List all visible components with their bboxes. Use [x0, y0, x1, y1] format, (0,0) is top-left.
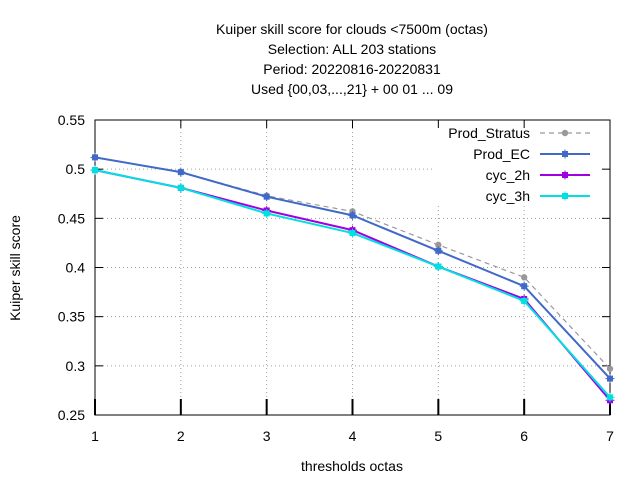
legend-marker [561, 129, 569, 137]
legend-entry: cyc_2h [486, 167, 590, 183]
data-point [520, 274, 528, 281]
x-tick-label: 4 [349, 428, 357, 444]
series [90, 152, 615, 405]
chart-title: Kuiper skill score for clouds <7500m (oc… [216, 21, 488, 97]
x-tick-label: 6 [520, 428, 528, 444]
y-tick-label: 0.25 [58, 407, 85, 423]
series-line [94, 156, 611, 370]
ticks: 0.25 0.3 0.35 0.4 0.45 0.5 0.55 1 2 3 4 5 6 7 [58, 112, 614, 444]
series-Prod_EC [90, 152, 615, 384]
legend-entry: cyc_3h [486, 188, 590, 204]
data-point [435, 241, 442, 249]
series-cyc_3h [90, 165, 615, 402]
data-point [606, 365, 614, 372]
y-tick-label: 0.35 [58, 309, 85, 325]
x-tick-label: 5 [434, 428, 442, 444]
y-tick-label: 0.5 [66, 161, 86, 177]
x-axis-label: thresholds octas [301, 458, 403, 474]
title-line-2: Selection: ALL 203 stations [268, 41, 436, 57]
series-Prod_Stratus [91, 154, 614, 372]
y-tick-label: 0.4 [66, 260, 86, 276]
x-tick-label: 2 [177, 428, 185, 444]
grid [95, 120, 610, 415]
x-tick-label: 1 [91, 428, 99, 444]
legend-entry: Prod_Stratus [448, 125, 590, 141]
legend-label: Prod_Stratus [448, 125, 530, 141]
title-line-4: Used {00,03,...,21} + 00 01 ... 09 [251, 81, 453, 97]
legend-label: cyc_3h [486, 188, 530, 204]
legend-label: Prod_EC [473, 146, 530, 162]
title-line-1: Kuiper skill score for clouds <7500m (oc… [216, 21, 488, 37]
legend: Prod_Stratus Prod_EC cyc_2h cyc_3h [448, 125, 590, 204]
y-tick-label: 0.45 [58, 210, 85, 226]
series-line [94, 156, 611, 380]
x-tick-label: 7 [606, 428, 614, 444]
y-tick-label: 0.55 [58, 112, 85, 128]
legend-label: cyc_2h [486, 167, 530, 183]
title-line-3: Period: 20220816-20220831 [263, 61, 441, 77]
y-tick-label: 0.3 [66, 358, 86, 374]
legend-entry: Prod_EC [473, 146, 590, 162]
y-axis-label: Kuiper skill score [7, 215, 23, 321]
x-tick-label: 3 [263, 428, 271, 444]
